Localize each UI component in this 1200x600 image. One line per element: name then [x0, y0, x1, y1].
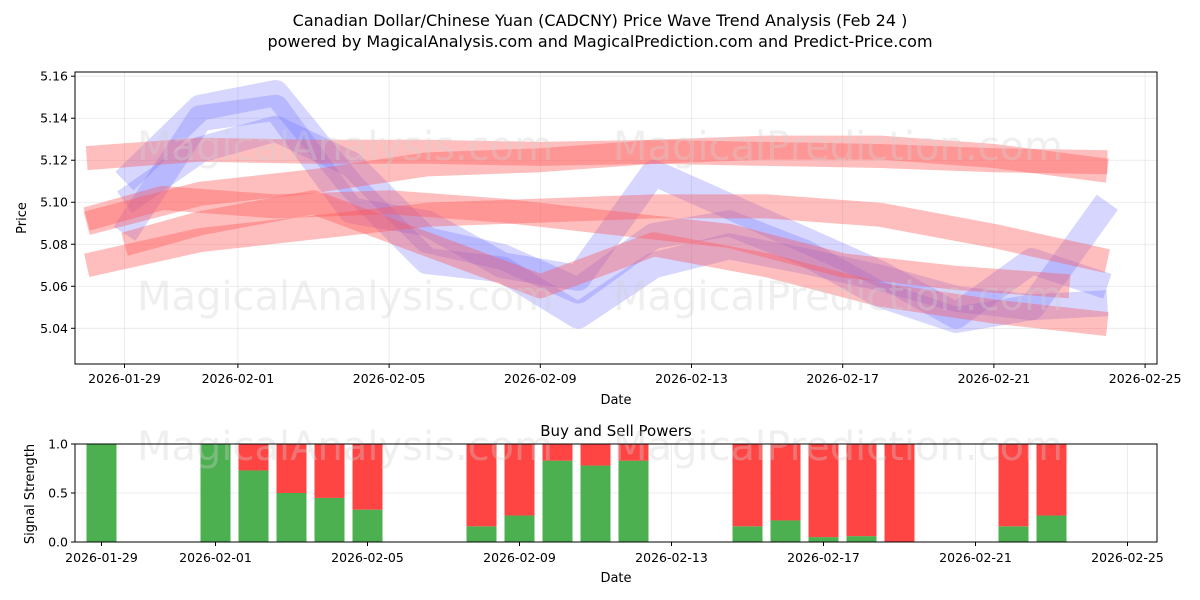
price-x-tick-label: 2026-02-25	[1109, 371, 1182, 386]
price-x-ticks: 2026-01-29 2026-02-01 2026-02-05 2026-02-09…	[88, 364, 1181, 386]
price-wave-band-blue-wave-3	[117, 115, 1118, 333]
price-x-tick-label: 2026-02-01	[202, 371, 275, 386]
signal-x-tick-label: 2026-02-05	[331, 550, 404, 565]
sell-bar	[466, 444, 497, 527]
sell-bar	[846, 444, 877, 537]
sell-bar	[618, 444, 649, 461]
price-x-axis-label: Date	[600, 393, 631, 408]
price-y-tick-label: 5.06	[40, 279, 68, 294]
price-grid	[75, 72, 1157, 364]
signal-x-axis-label: Date	[600, 571, 631, 586]
price-x-tick-label: 2026-02-05	[353, 371, 426, 386]
buy-bar	[998, 526, 1029, 542]
price-y-ticks: 5.04 5.06 5.08 5.10 5.12 5.14 5.16	[40, 69, 75, 336]
price-panel: MagicalAnalysis.com MagicalPrediction.co…	[15, 69, 1181, 408]
buy-bar	[580, 465, 611, 542]
watermark-prediction-top: MagicalPrediction.com	[613, 124, 1063, 170]
watermark-analysis-mid: MagicalAnalysis.com	[137, 274, 553, 320]
price-x-tick-label: 2026-02-21	[958, 371, 1031, 386]
buy-bar	[732, 526, 763, 542]
buy-bar	[808, 537, 839, 542]
signal-x-tick-label: 2026-02-21	[939, 550, 1012, 565]
buy-bar	[466, 526, 497, 542]
buy-bar	[542, 460, 573, 542]
sell-bar	[732, 444, 763, 527]
chart-title: Canadian Dollar/Chinese Yuan (CADCNY) Pr…	[293, 11, 908, 30]
sell-bar	[580, 444, 611, 466]
signal-y-ticks: 0.0 0.5 1.0	[48, 437, 75, 550]
signal-x-ticks: 2026-01-29 2026-02-01 2026-02-05 2026-02-09…	[65, 542, 1164, 565]
sell-bar	[314, 444, 345, 498]
chart-subtitle: powered by MagicalAnalysis.com and Magic…	[267, 32, 932, 51]
price-axes-frame	[74, 71, 1158, 365]
price-wave-band-red-wave-4	[83, 186, 1071, 299]
watermark-analysis-bottom: MagicalAnalysis.com	[137, 424, 553, 470]
signal-x-tick-label: 2026-02-01	[179, 550, 252, 565]
watermark-analysis-top: MagicalAnalysis.com	[137, 124, 553, 170]
price-y-tick-label: 5.10	[40, 195, 68, 210]
price-y-axis-label: Price	[15, 202, 30, 234]
sell-bar	[238, 444, 269, 471]
price-x-tick-label: 2026-02-13	[655, 371, 728, 386]
buy-bar	[200, 444, 231, 542]
signal-x-tick-label: 2026-02-09	[483, 550, 556, 565]
signal-y-tick-label: 1.0	[48, 437, 68, 452]
buy-bar	[314, 497, 345, 542]
price-y-tick-label: 5.16	[40, 69, 68, 84]
buy-bar	[86, 444, 117, 542]
buy-bar	[276, 493, 307, 542]
buy-bar	[1036, 515, 1067, 542]
buy-bar	[504, 515, 535, 542]
price-wave-band-blue-wave-1	[115, 80, 1109, 329]
sell-bar	[1036, 444, 1067, 516]
sell-bar	[884, 444, 915, 542]
price-y-tick-label: 5.08	[40, 237, 68, 252]
buy-bar	[238, 470, 269, 542]
price-plot-area	[75, 72, 1157, 364]
price-wave-band-red-wave-5	[121, 190, 1109, 337]
signal-y-tick-label: 0.5	[48, 486, 68, 501]
sell-bar	[542, 444, 573, 461]
buy-bar	[770, 520, 801, 542]
buy-bar	[846, 536, 877, 542]
price-y-tick-label: 5.14	[40, 111, 68, 126]
signal-x-tick-label: 2026-02-13	[635, 550, 708, 565]
price-wave-band-blue-wave-2	[113, 94, 1112, 329]
price-y-tick-label: 5.12	[40, 153, 68, 168]
signal-x-tick-label: 2026-01-29	[65, 550, 138, 565]
signal-bars	[86, 444, 1067, 542]
signal-x-tick-label: 2026-02-17	[787, 550, 860, 565]
watermark-prediction-bottom: MagicalPrediction.com	[613, 424, 1063, 470]
price-wave-band-red-wave-2	[83, 135, 1109, 235]
signal-x-tick-label: 2026-02-25	[1091, 550, 1164, 565]
price-wave-band-red-wave-1	[85, 137, 1108, 175]
price-x-tick-label: 2026-01-29	[88, 371, 161, 386]
sell-bar	[504, 444, 535, 516]
price-y-tick-label: 5.04	[40, 321, 68, 336]
price-x-tick-label: 2026-02-09	[504, 371, 577, 386]
sell-bar	[352, 444, 383, 510]
price-wave-band-red-wave-3	[84, 194, 1110, 278]
price-wave-bands	[83, 80, 1118, 337]
price-x-tick-label: 2026-02-17	[806, 371, 879, 386]
signal-chart-title: Buy and Sell Powers	[540, 422, 692, 440]
signal-y-axis-label: Signal Strength	[23, 444, 38, 544]
signal-panel: Buy and Sell Powers MagicalAnalysis.com …	[23, 422, 1164, 586]
buy-bar	[618, 460, 649, 542]
sell-bar	[808, 444, 839, 538]
sell-bar	[998, 444, 1029, 527]
sell-bar	[770, 444, 801, 521]
sell-bar	[276, 444, 307, 493]
signal-y-tick-label: 0.0	[48, 535, 68, 550]
watermark-prediction-mid: MagicalPrediction.com	[613, 274, 1063, 320]
buy-bar	[352, 509, 383, 542]
